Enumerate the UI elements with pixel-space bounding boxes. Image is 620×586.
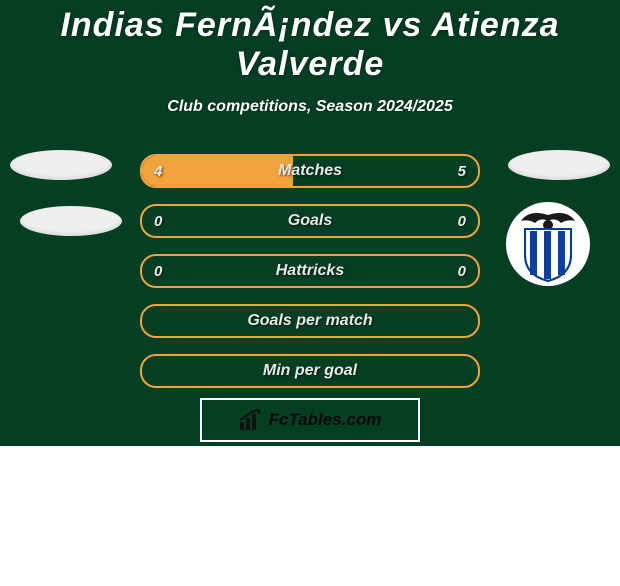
stat-row: 0 0 Goals xyxy=(140,204,480,238)
stat-label: Matches xyxy=(278,162,342,180)
stat-label: Hattricks xyxy=(276,262,344,280)
stat-rows: 4 5 Matches 0 0 Goals 0 0 Hattricks Goals per mat… xyxy=(140,154,480,388)
stat-value-right: 0 xyxy=(446,256,478,286)
stats-area: 4 5 Matches 0 0 Goals 0 0 Hattricks Goals per mat… xyxy=(0,154,620,384)
stat-label: Goals per match xyxy=(247,312,372,330)
stat-label: Goals xyxy=(288,212,332,230)
stat-value-right: 0 xyxy=(446,206,478,236)
stat-value-left: 0 xyxy=(142,206,174,236)
brand-box[interactable]: FcTables.com xyxy=(200,398,420,442)
player1-avatar-placeholder-1 xyxy=(10,150,112,180)
lower-whiteout xyxy=(0,446,620,586)
stat-value-left: 0 xyxy=(142,256,174,286)
stat-row: 4 5 Matches xyxy=(140,154,480,188)
brand-label: FcTables.com xyxy=(269,410,382,430)
stat-row: 0 0 Hattricks xyxy=(140,254,480,288)
page-subtitle: Club competitions, Season 2024/2025 xyxy=(0,98,620,116)
club-crest-icon xyxy=(509,205,587,283)
stat-row: Goals per match xyxy=(140,304,480,338)
brand-chart-icon xyxy=(239,409,261,431)
stat-row: Min per goal xyxy=(140,354,480,388)
player2-avatar-placeholder xyxy=(508,150,610,180)
stat-label: Min per goal xyxy=(263,362,357,380)
page-title: Indias FernÃ¡ndez vs Atienza Valverde xyxy=(0,6,620,84)
stat-value-left: 4 xyxy=(142,156,174,186)
club-badge xyxy=(506,202,590,286)
stat-value-right: 5 xyxy=(446,156,478,186)
player1-avatar-placeholder-2 xyxy=(20,206,122,236)
